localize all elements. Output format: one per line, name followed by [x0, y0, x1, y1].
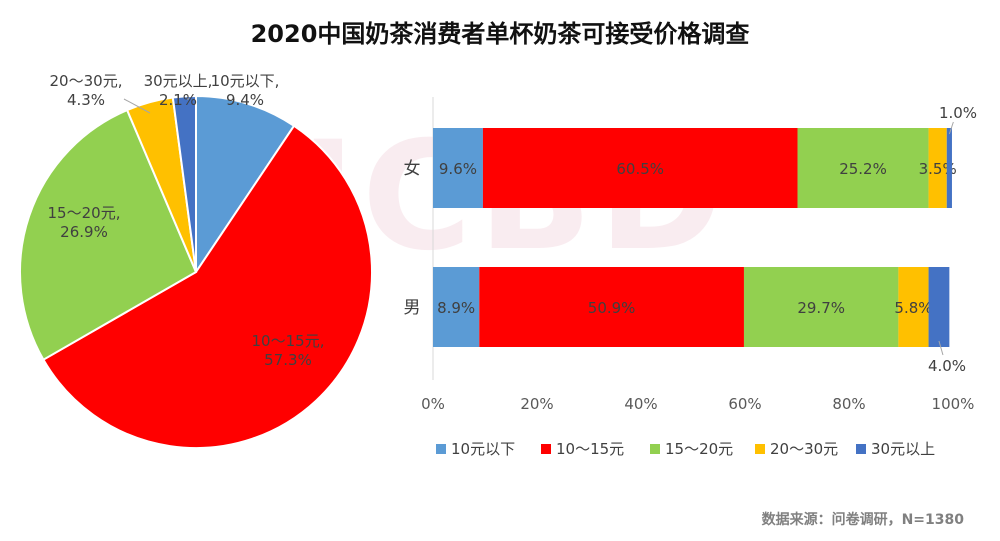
bar-segment [928, 128, 947, 208]
pie-data-label: 15～20元, 26.9% [48, 204, 121, 241]
legend-label: 10元以下 [451, 440, 515, 458]
legend-swatch [755, 444, 765, 454]
x-tick-label: 0% [421, 395, 445, 413]
pie-slice [19, 108, 198, 362]
bar-data-label: 9.6% [439, 160, 477, 178]
bar-segment [433, 128, 483, 208]
bar-data-label: 29.7% [797, 299, 845, 317]
bar-segment [743, 267, 899, 347]
legend-swatch [856, 444, 866, 454]
chart-title: 2020中国奶茶消费者单杯奶茶可接受价格调查 [250, 20, 750, 48]
bar-data-label: 50.9% [588, 299, 636, 317]
bar-data-label: 25.2% [839, 160, 887, 178]
bar-segment [946, 128, 952, 208]
pie-data-label: 10～15元, 57.3% [252, 332, 325, 369]
leader-line [938, 340, 944, 356]
pie-data-label: 30元以上, 2.1% [144, 72, 213, 109]
bar-data-label: 60.5% [616, 160, 664, 178]
legend-swatch [541, 444, 551, 454]
pie-chart: 10元以下, 9.4% 10～15元, 57.3% 15～20元, 26.9% 20～30元… [19, 72, 373, 450]
x-tick-label: 60% [728, 395, 761, 413]
legend-label: 20～30元 [770, 440, 838, 458]
pie-slice [171, 94, 197, 273]
pie-data-label: 10元以下, 9.4% [211, 72, 280, 109]
pie-slice [42, 124, 373, 450]
legend: 10元以下 10～15元 15～20元 20～30元 30元以上 [436, 440, 935, 458]
bar-segment [928, 267, 950, 347]
bar-data-label: 8.9% [437, 299, 475, 317]
bar-segment [433, 267, 480, 347]
category-label: 男 [404, 298, 421, 318]
leader-line [948, 121, 954, 135]
bar-data-label: 1.0% [939, 104, 977, 122]
bar-segment [898, 267, 929, 347]
legend-label: 30元以上 [871, 440, 935, 458]
x-tick-label: 20% [520, 395, 553, 413]
x-tick-label: 100% [932, 395, 975, 413]
legend-swatch [436, 444, 446, 454]
leader-line [123, 98, 151, 114]
pie-data-label: 20～30元, 4.3% [50, 72, 123, 109]
category-label: 女 [404, 159, 421, 179]
x-tick-label: 80% [832, 395, 865, 413]
bar-segment [797, 128, 929, 208]
bar-segment [482, 128, 798, 208]
source-note: 数据来源：问卷调研，N=1380 [761, 512, 964, 528]
legend-label: 15～20元 [665, 440, 733, 458]
bar-data-label: 5.8% [894, 299, 932, 317]
legend-swatch [650, 444, 660, 454]
legend-label: 10～15元 [556, 440, 624, 458]
stacked-bar-chart: 0% 20% 40% 60% 80% 100%女 9.6% 60.5% 25.2% 3.5%1.0… [404, 97, 977, 413]
bar-data-label: 4.0% [928, 357, 966, 375]
pie-slice [195, 94, 296, 276]
bar-segment [479, 267, 744, 347]
x-tick-label: 40% [624, 395, 657, 413]
